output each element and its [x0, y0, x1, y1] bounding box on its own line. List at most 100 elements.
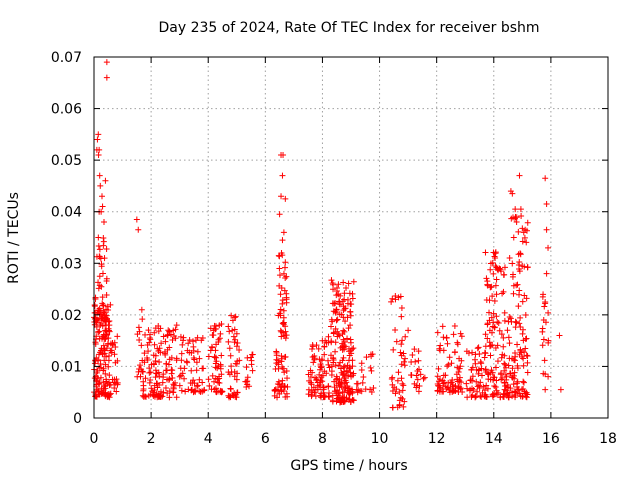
data-point — [106, 382, 113, 389]
data-point — [95, 279, 102, 286]
data-point — [157, 394, 164, 401]
data-point — [417, 371, 424, 378]
data-point — [173, 355, 180, 362]
x-tick-label: 2 — [147, 431, 156, 447]
data-point — [493, 264, 500, 271]
data-point — [159, 393, 166, 400]
data-point — [93, 369, 100, 376]
data-point — [505, 334, 512, 341]
data-point — [414, 376, 421, 383]
data-point — [511, 369, 518, 376]
data-point — [520, 378, 527, 385]
data-point — [341, 380, 348, 387]
data-point — [163, 360, 170, 367]
data-point — [231, 373, 238, 380]
data-point — [318, 357, 325, 364]
data-point — [95, 356, 102, 363]
data-point — [454, 364, 461, 371]
data-point — [279, 320, 286, 327]
data-point — [474, 345, 481, 352]
data-point — [212, 347, 219, 354]
data-point — [333, 292, 340, 299]
data-point — [282, 274, 289, 281]
data-point — [103, 376, 110, 383]
data-point — [105, 363, 112, 370]
data-point — [157, 325, 164, 332]
data-point — [490, 249, 497, 256]
axis-ticks — [93, 56, 609, 419]
data-point — [279, 172, 286, 179]
data-point — [556, 332, 563, 339]
data-point — [437, 376, 444, 383]
data-point — [436, 345, 443, 352]
data-point — [328, 277, 335, 284]
data-point — [353, 386, 360, 393]
data-point — [196, 376, 203, 383]
data-point — [398, 341, 405, 348]
data-point — [193, 367, 200, 374]
data-point — [493, 276, 500, 283]
y-tick-labels: 0 0.01 0.02 0.03 0.04 0.05 0.06 0.07 — [51, 50, 82, 427]
data-point — [194, 383, 201, 390]
data-point — [523, 352, 530, 359]
data-point — [279, 363, 286, 370]
data-point — [305, 371, 312, 378]
data-point — [478, 360, 485, 367]
data-point — [401, 362, 408, 369]
data-point — [279, 300, 286, 307]
data-point — [446, 389, 453, 396]
data-point — [330, 330, 337, 337]
data-point — [539, 293, 546, 300]
data-point — [483, 393, 490, 400]
data-point — [347, 369, 354, 376]
data-point — [516, 320, 523, 327]
data-point — [514, 380, 521, 387]
data-point — [243, 378, 250, 385]
data-point — [102, 327, 109, 334]
data-point — [542, 371, 549, 378]
data-point — [545, 373, 552, 380]
data-point — [519, 225, 526, 232]
data-point — [519, 298, 526, 305]
data-point — [508, 215, 515, 222]
data-point — [516, 390, 523, 397]
data-point — [134, 373, 141, 380]
data-point — [359, 379, 366, 386]
data-point — [316, 371, 323, 378]
data-point — [490, 376, 497, 383]
data-point — [279, 237, 286, 244]
data-point — [148, 385, 155, 392]
data-point — [446, 354, 453, 361]
data-point — [279, 329, 286, 336]
data-point — [542, 298, 549, 305]
data-point — [196, 388, 203, 395]
data-point — [507, 315, 514, 322]
data-point — [162, 384, 169, 391]
data-point — [390, 346, 397, 353]
data-point — [102, 177, 109, 184]
data-point — [102, 393, 109, 400]
data-point — [281, 264, 288, 271]
data-point — [164, 332, 171, 339]
data-point — [152, 352, 159, 359]
data-point — [496, 327, 503, 334]
data-point — [336, 311, 343, 318]
data-point — [166, 344, 173, 351]
data-point — [478, 394, 485, 401]
data-point — [212, 323, 219, 330]
data-point — [225, 323, 232, 330]
data-point — [318, 364, 325, 371]
data-point — [341, 305, 348, 312]
data-point — [522, 312, 529, 319]
data-point — [344, 300, 351, 307]
data-point — [230, 333, 237, 340]
data-point — [136, 328, 143, 335]
data-point — [512, 318, 519, 325]
data-point — [542, 386, 549, 393]
data-point — [232, 313, 239, 320]
data-point — [398, 352, 405, 359]
data-point — [397, 349, 404, 356]
data-point — [276, 253, 283, 260]
data-point — [517, 314, 524, 321]
data-point — [468, 366, 475, 373]
